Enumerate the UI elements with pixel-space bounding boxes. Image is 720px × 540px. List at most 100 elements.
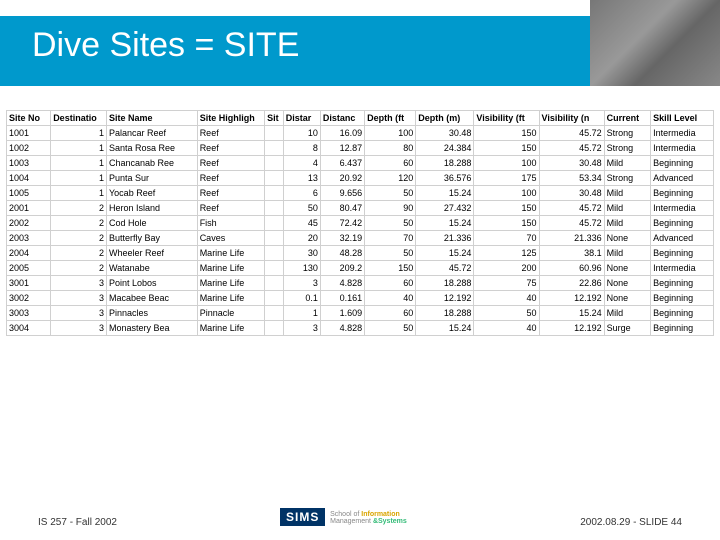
- table-cell: 2002: [7, 216, 51, 231]
- table-cell: Intermedia: [651, 261, 714, 276]
- column-header: Distanc: [320, 111, 364, 126]
- table-cell: [265, 231, 284, 246]
- table-cell: 60: [365, 156, 416, 171]
- table-cell: 2005: [7, 261, 51, 276]
- table-row: 30023Macabee BeacMarine Life0.10.1614012…: [7, 291, 714, 306]
- table-cell: Intermedia: [651, 201, 714, 216]
- site-table: Site NoDestinatioSite NameSite HighlighS…: [6, 110, 714, 336]
- table-cell: Heron Island: [107, 201, 198, 216]
- table-cell: Yocab Reef: [107, 186, 198, 201]
- table-cell: Marine Life: [197, 291, 264, 306]
- table-cell: 45.72: [539, 201, 604, 216]
- table-cell: [265, 261, 284, 276]
- table-cell: 3: [283, 276, 320, 291]
- table-cell: Mild: [604, 156, 651, 171]
- table-cell: 32.19: [320, 231, 364, 246]
- column-header: Site No: [7, 111, 51, 126]
- column-header: Depth (m): [416, 111, 474, 126]
- table-cell: Fish: [197, 216, 264, 231]
- table-cell: 120: [365, 171, 416, 186]
- table-cell: [265, 156, 284, 171]
- table-cell: 130: [283, 261, 320, 276]
- table-cell: 3: [51, 291, 107, 306]
- table-cell: [265, 126, 284, 141]
- table-cell: 209.2: [320, 261, 364, 276]
- table-cell: 0.161: [320, 291, 364, 306]
- table-cell: 22.86: [539, 276, 604, 291]
- table-cell: 1.609: [320, 306, 364, 321]
- table-cell: 2: [51, 216, 107, 231]
- table-cell: [265, 141, 284, 156]
- table-cell: 27.432: [416, 201, 474, 216]
- table-cell: [265, 201, 284, 216]
- table-cell: 50: [365, 246, 416, 261]
- table-cell: Beginning: [651, 186, 714, 201]
- table-cell: 100: [474, 186, 539, 201]
- table-cell: 1003: [7, 156, 51, 171]
- table-cell: 15.24: [416, 216, 474, 231]
- table-cell: 150: [474, 216, 539, 231]
- table-row: 30013Point LobosMarine Life34.8286018.28…: [7, 276, 714, 291]
- table-cell: 150: [365, 261, 416, 276]
- table-row: 20042Wheeler ReefMarine Life3048.285015.…: [7, 246, 714, 261]
- table-cell: 90: [365, 201, 416, 216]
- table-cell: Caves: [197, 231, 264, 246]
- table-cell: 50: [283, 201, 320, 216]
- table-cell: 30.48: [416, 126, 474, 141]
- table-cell: 1001: [7, 126, 51, 141]
- table-row: 10041Punta SurReef1320.9212036.57617553.…: [7, 171, 714, 186]
- table-cell: 40: [474, 321, 539, 336]
- table-cell: 150: [474, 201, 539, 216]
- table-cell: 18.288: [416, 156, 474, 171]
- table-cell: 38.1: [539, 246, 604, 261]
- table-cell: 21.336: [416, 231, 474, 246]
- table-cell: 1: [283, 306, 320, 321]
- table-cell: [265, 276, 284, 291]
- column-header: Site Name: [107, 111, 198, 126]
- table-cell: 100: [365, 126, 416, 141]
- table-cell: 30: [283, 246, 320, 261]
- table-cell: Advanced: [651, 171, 714, 186]
- table-cell: 15.24: [416, 186, 474, 201]
- footer: IS 257 - Fall 2002 SIMS School of Inform…: [0, 508, 720, 528]
- table-cell: Reef: [197, 141, 264, 156]
- table-row: 10021Santa Rosa ReeReef812.878024.384150…: [7, 141, 714, 156]
- table-cell: 175: [474, 171, 539, 186]
- table-row: 30043Monastery BeaMarine Life34.8285015.…: [7, 321, 714, 336]
- footer-right: 2002.08.29 - SLIDE 44: [580, 517, 682, 528]
- table-cell: 50: [365, 216, 416, 231]
- table-cell: 1002: [7, 141, 51, 156]
- table-cell: Cod Hole: [107, 216, 198, 231]
- table-cell: Mild: [604, 201, 651, 216]
- table-cell: 3: [51, 306, 107, 321]
- table-cell: Marine Life: [197, 321, 264, 336]
- table-cell: 3003: [7, 306, 51, 321]
- table-cell: Reef: [197, 186, 264, 201]
- table-cell: Strong: [604, 141, 651, 156]
- table-cell: 45.72: [539, 216, 604, 231]
- table-cell: 15.24: [416, 246, 474, 261]
- header-decorative-image: [590, 0, 720, 86]
- table-cell: [265, 216, 284, 231]
- table-cell: 45.72: [539, 141, 604, 156]
- table-cell: 50: [474, 306, 539, 321]
- table-row: 20032Butterfly BayCaves2032.197021.33670…: [7, 231, 714, 246]
- table-cell: 1: [51, 156, 107, 171]
- table-cell: 24.384: [416, 141, 474, 156]
- table-cell: 3002: [7, 291, 51, 306]
- logo-text: School of Information Management &System…: [330, 511, 407, 525]
- table-cell: 6.437: [320, 156, 364, 171]
- table-cell: 10: [283, 126, 320, 141]
- table-cell: 18.288: [416, 276, 474, 291]
- table-cell: 20: [283, 231, 320, 246]
- table-cell: 3: [283, 321, 320, 336]
- table-cell: Watanabe: [107, 261, 198, 276]
- table-cell: 4: [283, 156, 320, 171]
- table-cell: 2003: [7, 231, 51, 246]
- table-cell: 45.72: [416, 261, 474, 276]
- table-cell: 75: [474, 276, 539, 291]
- table-cell: 30.48: [539, 156, 604, 171]
- table-cell: Beginning: [651, 246, 714, 261]
- table-cell: 125: [474, 246, 539, 261]
- table-cell: None: [604, 231, 651, 246]
